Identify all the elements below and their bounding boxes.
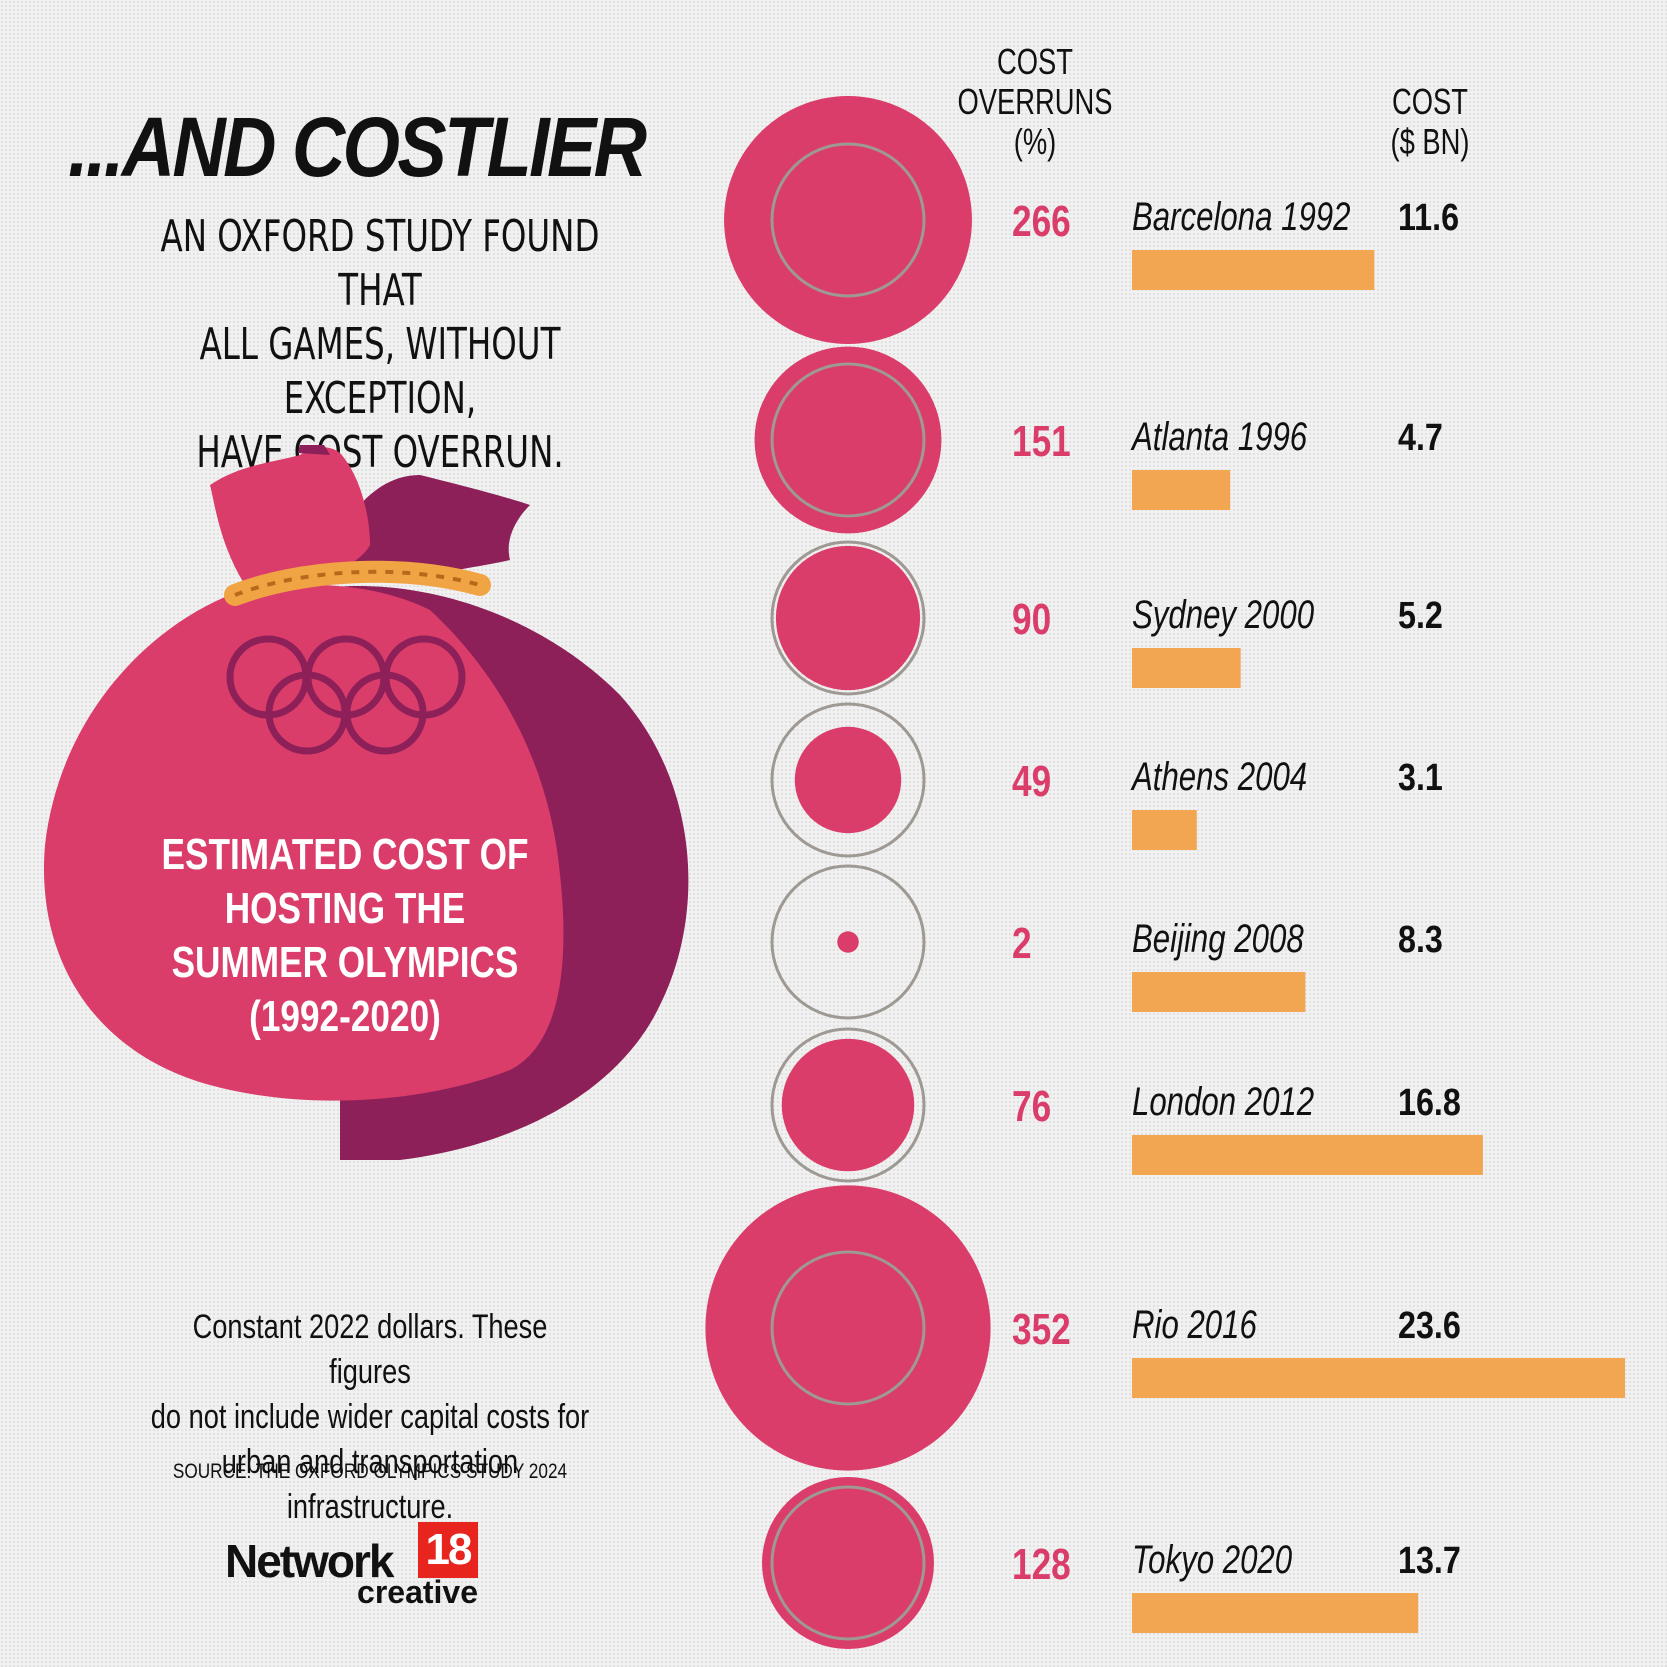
cost-bar — [1132, 1593, 1419, 1633]
header-line: ($ BN) — [1390, 121, 1470, 162]
olympics-cost-chart: 266 Barcelona 1992 11.6 151 Atlanta 1996 4.7 9… — [705, 96, 1625, 1649]
city-label: Rio 2016 — [1132, 1302, 1257, 1347]
cost-column-header: COST ($ BN) — [1354, 82, 1506, 162]
header-line: COST — [996, 41, 1073, 82]
source-note: SOURCE: THE OXFORD OLYMPICS STUDY 2024 — [172, 1460, 568, 1483]
bag-rope-twist — [234, 569, 481, 597]
overrun-reference-ring — [770, 1250, 926, 1406]
overrun-circle — [762, 1477, 934, 1649]
cost-bar — [1132, 972, 1306, 1012]
bag-back-flap — [310, 475, 530, 585]
overrun-reference-ring — [770, 1027, 926, 1183]
overrun-label: 266 — [1012, 197, 1071, 246]
overrun-label: 2 — [1012, 919, 1032, 968]
headline: ...AND COSTLIER — [68, 100, 647, 194]
overrun-label: 49 — [1012, 757, 1051, 806]
cost-label: 11.6 — [1398, 197, 1459, 239]
overrun-column-header: COST OVERRUNS (%) — [955, 42, 1115, 162]
cost-bar — [1132, 250, 1375, 290]
cost-label: 16.8 — [1398, 1082, 1461, 1124]
cost-bar — [1132, 1135, 1483, 1175]
bag-label-line: ESTIMATED COST OF — [161, 830, 529, 879]
network18-logo: Network 18 creative — [225, 1520, 480, 1610]
cost-label: 13.7 — [1398, 1540, 1461, 1582]
overrun-reference-ring — [770, 540, 926, 696]
overrun-circle — [705, 1185, 991, 1471]
footnote-line: do not include wider capital costs for — [150, 1398, 590, 1436]
subhead: AN OXFORD STUDY FOUND THAT ALL GAMES, WI… — [134, 210, 626, 480]
overrun-circle — [754, 346, 942, 534]
overrun-reference-ring — [770, 864, 926, 1020]
footnote: Constant 2022 dollars. These figures do … — [150, 1305, 590, 1530]
overrun-circle — [724, 96, 972, 344]
overrun-circle — [775, 545, 921, 691]
bag-front-flap — [210, 447, 370, 590]
overrun-circle — [837, 931, 859, 953]
city-label: Beijing 2008 — [1132, 916, 1304, 961]
bag-label-line: (1992-2020) — [249, 992, 441, 1041]
bag-label-line: HOSTING THE — [224, 884, 466, 933]
logo-sub: creative — [357, 1574, 478, 1610]
subhead-line: ALL GAMES, WITHOUT EXCEPTION, — [199, 319, 561, 424]
subhead-line: AN OXFORD STUDY FOUND THAT — [160, 211, 600, 316]
overrun-circle — [781, 1038, 915, 1172]
city-label: Tokyo 2020 — [1132, 1537, 1292, 1582]
cost-label: 5.2 — [1398, 595, 1443, 637]
header-line: COST — [1391, 81, 1468, 122]
overrun-reference-ring — [770, 362, 926, 518]
logo-number: 18 — [418, 1522, 478, 1578]
olympic-rings-icon — [226, 635, 466, 755]
bag-label-line: SUMMER OLYMPICS — [171, 938, 519, 987]
header-line: (%) — [1013, 121, 1057, 162]
overrun-reference-ring — [770, 702, 926, 858]
city-label: Sydney 2000 — [1132, 592, 1314, 637]
city-label: Athens 2004 — [1130, 754, 1307, 799]
city-label: Barcelona 1992 — [1132, 194, 1351, 239]
footnote-line: urban and transportation infrastructure. — [221, 1443, 519, 1526]
overrun-label: 352 — [1012, 1305, 1071, 1354]
overrun-label: 128 — [1012, 1540, 1071, 1589]
header-line: OVERRUNS — [957, 81, 1113, 122]
cost-bar — [1132, 648, 1241, 688]
cost-label: 4.7 — [1398, 417, 1443, 459]
overrun-reference-ring — [770, 1485, 926, 1641]
bag-label: ESTIMATED COST OF HOSTING THE SUMMER OLY… — [161, 828, 529, 1044]
cost-label: 23.6 — [1398, 1305, 1461, 1347]
overrun-label: 90 — [1012, 595, 1051, 644]
money-bag-illustration — [43, 445, 689, 1160]
cost-label: 3.1 — [1398, 757, 1443, 799]
logo-word: Network — [225, 1535, 394, 1587]
overrun-reference-ring — [770, 142, 926, 298]
cost-bar — [1132, 810, 1197, 850]
bag-flap-tip — [298, 445, 330, 455]
footnote-line: Constant 2022 dollars. These figures — [192, 1308, 548, 1391]
cost-label: 8.3 — [1398, 919, 1443, 961]
overrun-label: 151 — [1012, 417, 1071, 466]
cost-bar — [1132, 1358, 1625, 1398]
city-label: London 2012 — [1132, 1079, 1314, 1124]
cost-bar — [1132, 470, 1231, 510]
city-label: Atlanta 1996 — [1130, 414, 1307, 459]
overrun-label: 76 — [1012, 1082, 1051, 1131]
overrun-circle — [794, 726, 902, 834]
